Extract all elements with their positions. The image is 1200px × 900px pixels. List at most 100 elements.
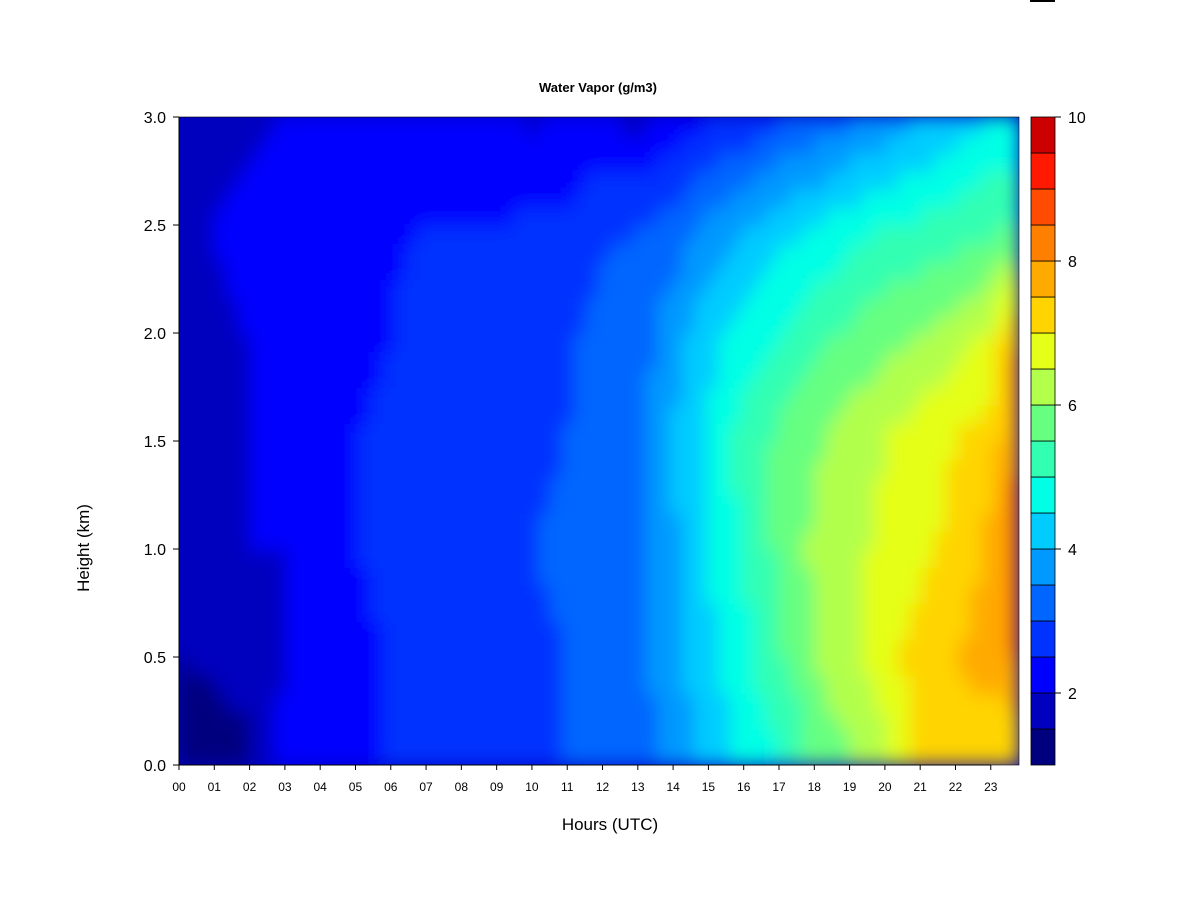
heatmap-cell xyxy=(586,206,600,226)
heatmap-cell xyxy=(202,368,216,388)
heatmap-cell xyxy=(286,638,300,658)
heatmap-cell xyxy=(214,638,228,658)
heatmap-cell xyxy=(538,656,552,676)
heatmap-cell xyxy=(682,566,696,586)
heatmap-cell xyxy=(946,404,960,424)
heatmap-cell xyxy=(946,620,960,640)
heatmap-cell xyxy=(538,296,552,316)
heatmap-cell xyxy=(742,188,756,208)
heatmap-cell xyxy=(274,422,288,442)
heatmap-cell xyxy=(778,710,792,730)
heatmap-cell xyxy=(826,674,840,694)
heatmap-cell xyxy=(286,386,300,406)
heatmap-cell xyxy=(334,170,348,190)
heatmap-cell xyxy=(406,620,420,640)
heatmap-cell xyxy=(202,728,216,748)
heatmap-cell xyxy=(310,728,324,748)
heatmap-cell xyxy=(346,674,360,694)
heatmap-cell xyxy=(874,746,888,765)
heatmap-cell xyxy=(958,440,972,460)
heatmap-cell xyxy=(634,512,648,532)
heatmap-cell xyxy=(190,728,204,748)
heatmap-cell xyxy=(214,530,228,550)
heatmap-cell xyxy=(202,494,216,514)
heatmap-cell xyxy=(550,638,564,658)
heatmap-cell xyxy=(298,404,312,424)
heatmap-cell xyxy=(262,728,276,748)
heatmap-cell xyxy=(454,620,468,640)
heatmap-cell xyxy=(718,692,732,712)
x-tick-label: 17 xyxy=(772,780,786,794)
colorbar-swatch xyxy=(1030,692,1056,730)
heatmap-cell xyxy=(358,170,372,190)
heatmap-cell xyxy=(838,656,852,676)
heatmap-cell xyxy=(358,386,372,406)
heatmap-cell xyxy=(706,692,720,712)
heatmap-cell xyxy=(610,692,624,712)
heatmap-cell xyxy=(634,440,648,460)
heatmap-cell xyxy=(850,278,864,298)
heatmap-cell xyxy=(862,656,876,676)
heatmap-cell xyxy=(1006,476,1019,496)
heatmap-cell xyxy=(658,710,672,730)
heatmap-cell xyxy=(394,512,408,532)
heatmap-cell xyxy=(994,584,1008,604)
heatmap-cell xyxy=(214,206,228,226)
heatmap-cell xyxy=(742,458,756,478)
heatmap-cell xyxy=(478,117,492,136)
heatmap-cell xyxy=(574,530,588,550)
heatmap-cell xyxy=(994,170,1008,190)
heatmap-cell xyxy=(346,278,360,298)
heatmap-cell xyxy=(574,404,588,424)
heatmap-cell xyxy=(442,368,456,388)
heatmap-cell xyxy=(454,584,468,604)
heatmap-cell xyxy=(694,278,708,298)
heatmap-cell xyxy=(586,296,600,316)
heatmap-cell xyxy=(514,152,528,172)
colorbar-swatch xyxy=(1030,440,1056,478)
heatmap-cell xyxy=(610,440,624,460)
heatmap-cell xyxy=(286,350,300,370)
heatmap-cell xyxy=(874,566,888,586)
heatmap-cell xyxy=(202,224,216,244)
heatmap-cell xyxy=(694,134,708,154)
heatmap-cell xyxy=(958,530,972,550)
heatmap-cell xyxy=(778,674,792,694)
heatmap-cell xyxy=(514,332,528,352)
heatmap-cell xyxy=(802,422,816,442)
heatmap-cell xyxy=(179,224,192,244)
heatmap-cell xyxy=(550,314,564,334)
heatmap-cell xyxy=(466,530,480,550)
heatmap-cell xyxy=(982,332,996,352)
heatmap-cell xyxy=(190,584,204,604)
heatmap-cell xyxy=(754,746,768,765)
heatmap-cell xyxy=(502,548,516,568)
heatmap-cell xyxy=(179,117,192,136)
heatmap-cell xyxy=(286,188,300,208)
heatmap-cell xyxy=(382,224,396,244)
heatmap-cell xyxy=(910,242,924,262)
heatmap-cell xyxy=(1006,548,1019,568)
heatmap-cell xyxy=(454,602,468,622)
heatmap-cell xyxy=(598,170,612,190)
heatmap-cell xyxy=(922,566,936,586)
heatmap-cell xyxy=(418,584,432,604)
heatmap-cell xyxy=(754,422,768,442)
heatmap-cell xyxy=(370,278,384,298)
heatmap-cell xyxy=(826,278,840,298)
heatmap-cell xyxy=(766,368,780,388)
heatmap-cell xyxy=(310,710,324,730)
heatmap-cell xyxy=(742,350,756,370)
heatmap-cell xyxy=(406,422,420,442)
heatmap-cell xyxy=(814,584,828,604)
heatmap-cell xyxy=(190,440,204,460)
heatmap-cell xyxy=(382,278,396,298)
heatmap-cell xyxy=(346,134,360,154)
heatmap-cell xyxy=(478,746,492,765)
heatmap-cell xyxy=(538,458,552,478)
heatmap-cell xyxy=(298,188,312,208)
heatmap-cell xyxy=(802,296,816,316)
heatmap-cell xyxy=(1006,440,1019,460)
heatmap-cell xyxy=(850,638,864,658)
heatmap-cell xyxy=(190,188,204,208)
